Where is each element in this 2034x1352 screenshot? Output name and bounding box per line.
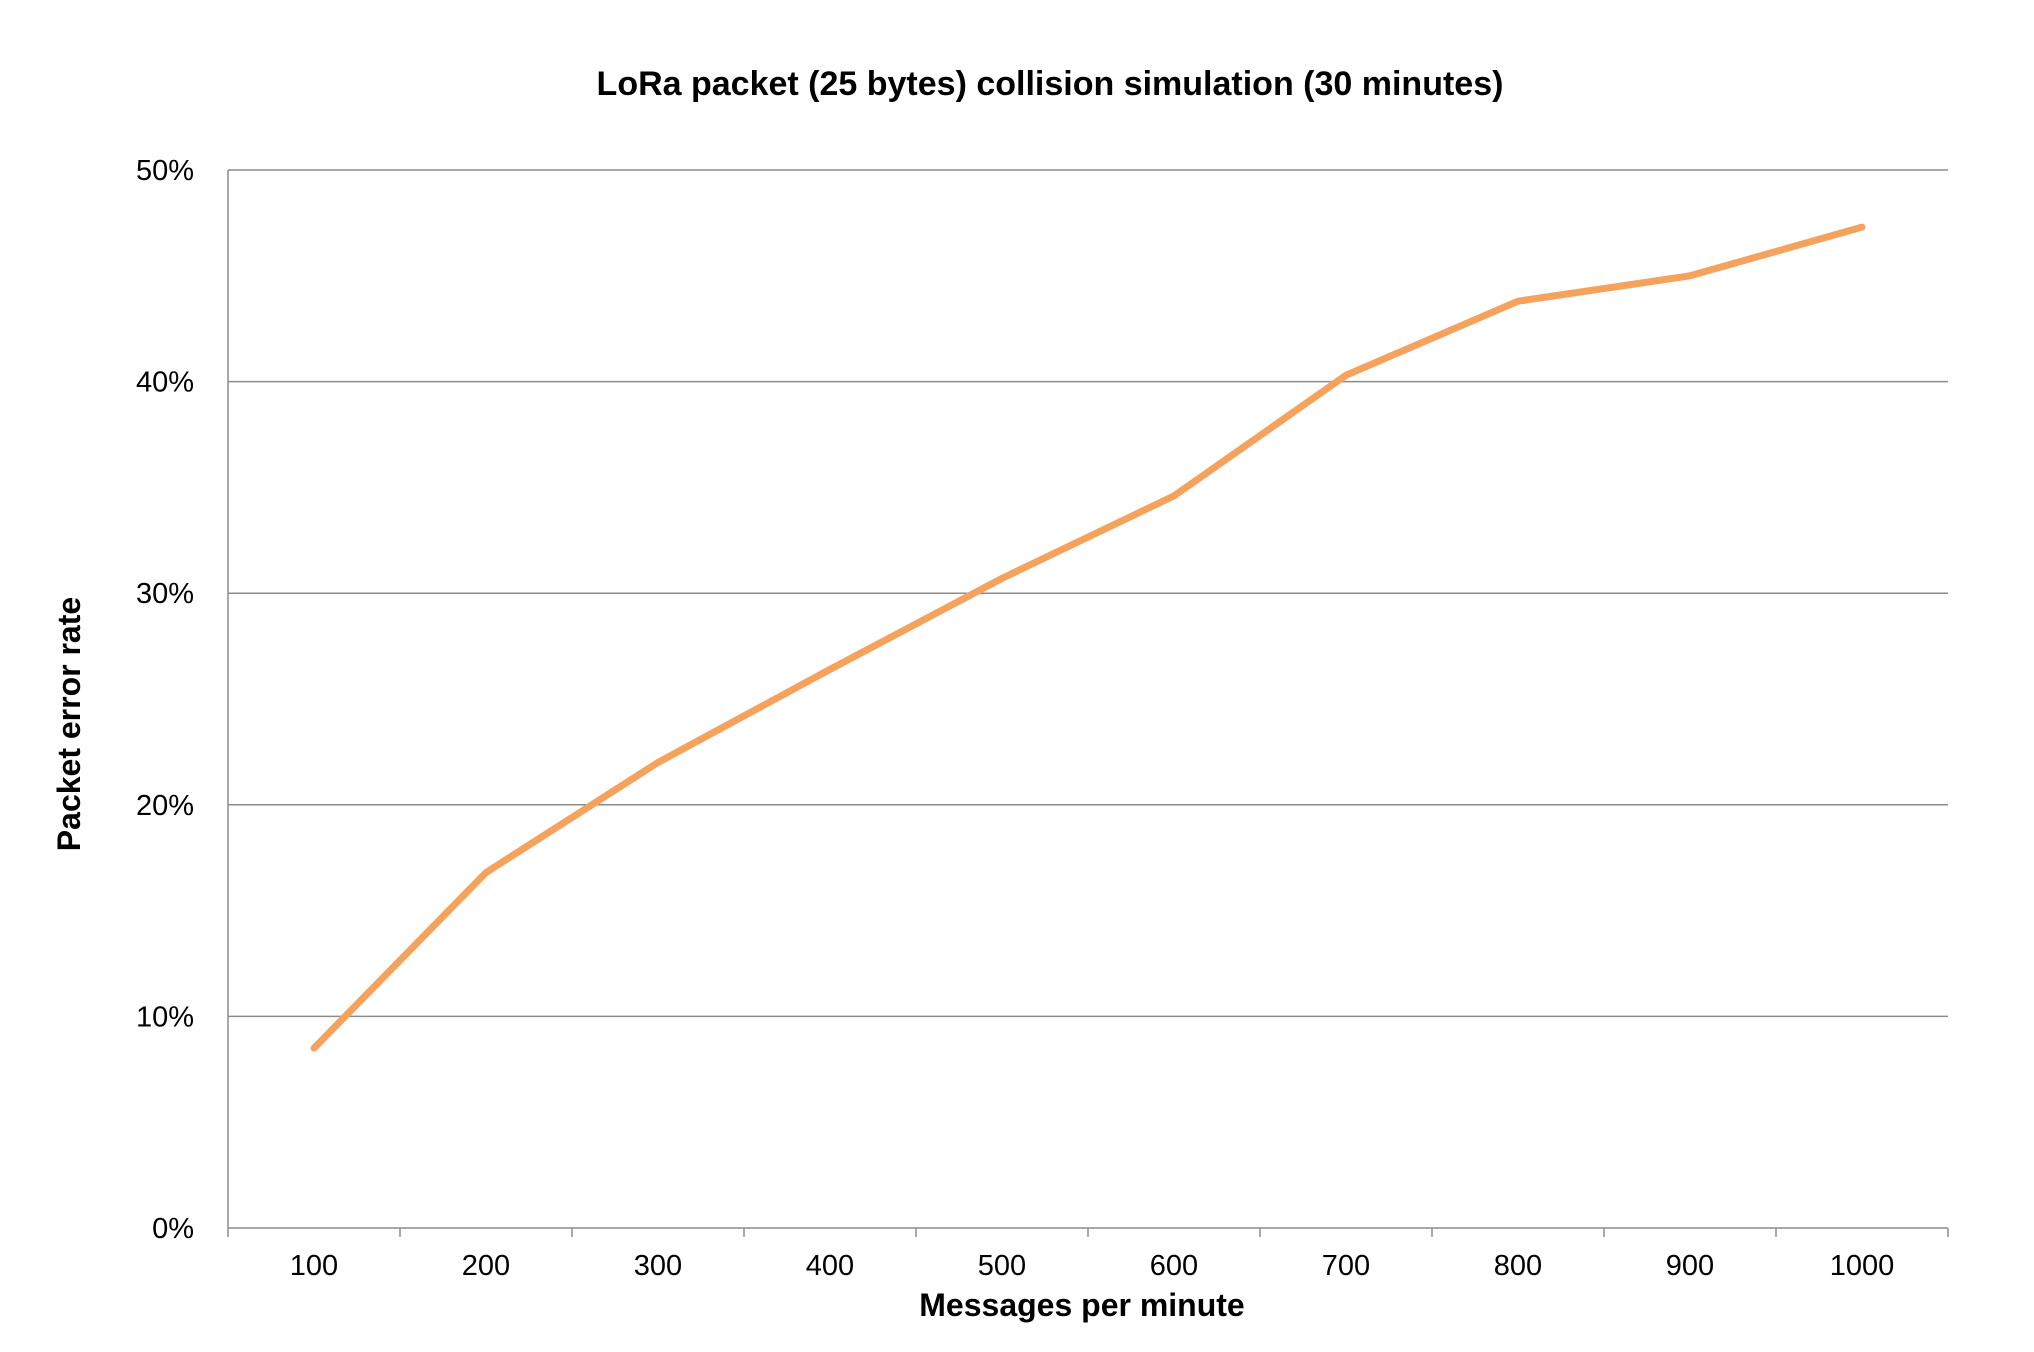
y-tick-label: 30% bbox=[136, 578, 194, 610]
y-tick-label: 10% bbox=[136, 1001, 194, 1033]
chart-title: LoRa packet (25 bytes) collision simulat… bbox=[597, 65, 1504, 103]
x-tick-label: 200 bbox=[462, 1250, 510, 1282]
x-tick-label: 800 bbox=[1494, 1250, 1542, 1282]
x-tick-label: 100 bbox=[290, 1250, 338, 1282]
series-group bbox=[310, 223, 1866, 1052]
y-tick-label: 50% bbox=[136, 155, 194, 187]
y-tick-label: 0% bbox=[152, 1213, 194, 1245]
x-tick-label: 900 bbox=[1666, 1250, 1714, 1282]
x-tick-label: 400 bbox=[806, 1250, 854, 1282]
gridlines bbox=[228, 169, 1948, 1018]
x-tick-label: 500 bbox=[978, 1250, 1026, 1282]
x-axis-title: Messages per minute bbox=[919, 1287, 1244, 1323]
y-axis-title: Packet error rate bbox=[51, 597, 87, 851]
x-tick-label: 1000 bbox=[1830, 1250, 1895, 1282]
y-axis: 0% 10% 20% 30% 40% 50% bbox=[136, 155, 229, 1245]
series-line bbox=[310, 223, 1866, 1052]
x-tick-label: 700 bbox=[1322, 1250, 1370, 1282]
x-tick-label: 300 bbox=[634, 1250, 682, 1282]
y-tick-label: 40% bbox=[136, 367, 194, 399]
x-axis: 100 200 300 400 500 600 700 800 900 1000 bbox=[227, 1227, 1949, 1282]
x-tick-label: 600 bbox=[1150, 1250, 1198, 1282]
y-tick-label: 20% bbox=[136, 790, 194, 822]
